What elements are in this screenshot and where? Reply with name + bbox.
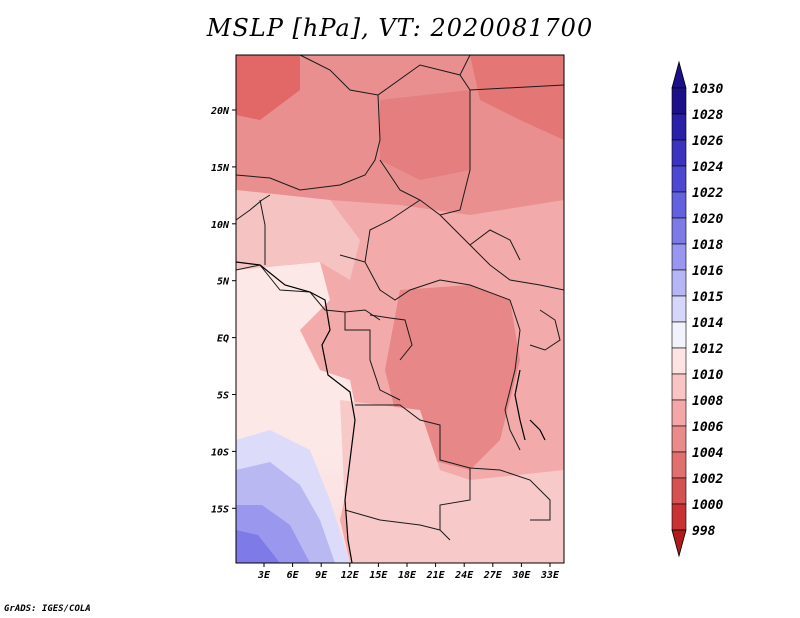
map-title: MSLP [hPa], VT: 2020081700 bbox=[206, 14, 594, 42]
x-tick-label: 9E bbox=[315, 570, 328, 581]
coastline bbox=[235, 261, 546, 564]
x-tick-label: 30E bbox=[511, 570, 531, 581]
colorbar-segment bbox=[671, 243, 687, 271]
colorbar-label: 1012 bbox=[692, 342, 723, 357]
colorbar-segment bbox=[671, 373, 687, 401]
pressure-field bbox=[236, 55, 564, 563]
colorbar-segment bbox=[671, 347, 687, 375]
colorbar-label: 998 bbox=[692, 524, 716, 539]
country-borders bbox=[235, 54, 565, 541]
colorbar-label: 1026 bbox=[692, 134, 723, 149]
colorbar-segment bbox=[671, 503, 687, 531]
y-axis: 20N 15N 10N 5N EQ 5S 10S 15S bbox=[210, 106, 236, 515]
colorbar-segment bbox=[671, 217, 687, 245]
y-tick-label: 20N bbox=[210, 106, 230, 117]
colorbar-label: 1006 bbox=[692, 420, 723, 435]
colorbar-segment bbox=[671, 113, 687, 141]
x-tick-label: 12E bbox=[341, 570, 360, 581]
colorbar-label: 1002 bbox=[692, 472, 723, 487]
grads-credit: GrADS: IGES/COLA bbox=[4, 604, 91, 614]
y-tick-label: 10S bbox=[211, 447, 229, 458]
colorbar-label: 1014 bbox=[692, 316, 723, 331]
x-tick-label: 3E bbox=[257, 570, 271, 581]
colorbar-label: 1004 bbox=[692, 446, 723, 461]
x-tick-label: 21E bbox=[426, 570, 446, 581]
x-tick-label: 27E bbox=[483, 570, 503, 581]
colorbar-label: 1022 bbox=[692, 186, 723, 201]
colorbar-arrow-top bbox=[671, 60, 687, 89]
colorbar-segment bbox=[671, 321, 687, 349]
colorbar-label: 1000 bbox=[692, 498, 723, 513]
colorbar-label: 1010 bbox=[692, 368, 723, 383]
colorbar-label: 1020 bbox=[692, 212, 723, 227]
colorbar-label: 1024 bbox=[692, 160, 723, 175]
colorbar-label: 1015 bbox=[692, 290, 723, 305]
y-tick-label: 5S bbox=[217, 391, 229, 402]
colorbar-arrow-bottom bbox=[671, 529, 687, 558]
colorbar-label: 1028 bbox=[692, 108, 723, 123]
colorbar-label: 1008 bbox=[692, 394, 723, 409]
colorbar-segment bbox=[671, 295, 687, 323]
x-tick-label: 24E bbox=[454, 570, 474, 581]
y-tick-label: 15N bbox=[211, 163, 230, 174]
x-tick-label: 33E bbox=[540, 570, 560, 581]
colorbar-segment bbox=[671, 165, 687, 193]
colorbar-segment bbox=[671, 477, 687, 505]
colorbar-label: 1016 bbox=[692, 264, 723, 279]
colorbar-label: 1030 bbox=[692, 82, 723, 97]
colorbar-segment bbox=[671, 269, 687, 297]
y-tick-label: 15S bbox=[211, 504, 229, 515]
map-frame bbox=[235, 54, 565, 564]
colorbar-segment bbox=[671, 399, 687, 427]
x-axis: 3E 6E 9E 12E 15E 18E 21E 24E 27E 30E 33E bbox=[257, 563, 560, 581]
colorbar-segment bbox=[671, 451, 687, 479]
colorbar-segment bbox=[671, 139, 687, 167]
y-tick-label: 10N bbox=[211, 220, 230, 231]
colorbar-segment bbox=[671, 191, 687, 219]
y-tick-label: 5N bbox=[217, 277, 230, 288]
x-tick-label: 18E bbox=[398, 570, 417, 581]
colorbar-label: 1018 bbox=[692, 238, 723, 253]
colorbar: 1030 1028 1026 1024 1022 1020 1018 1016 1015 1014… bbox=[671, 60, 723, 558]
x-tick-label: 15E bbox=[369, 570, 388, 581]
x-tick-label: 6E bbox=[287, 570, 300, 581]
colorbar-segment bbox=[671, 87, 687, 115]
colorbar-segment bbox=[671, 425, 687, 453]
y-tick-label: EQ bbox=[217, 334, 229, 345]
